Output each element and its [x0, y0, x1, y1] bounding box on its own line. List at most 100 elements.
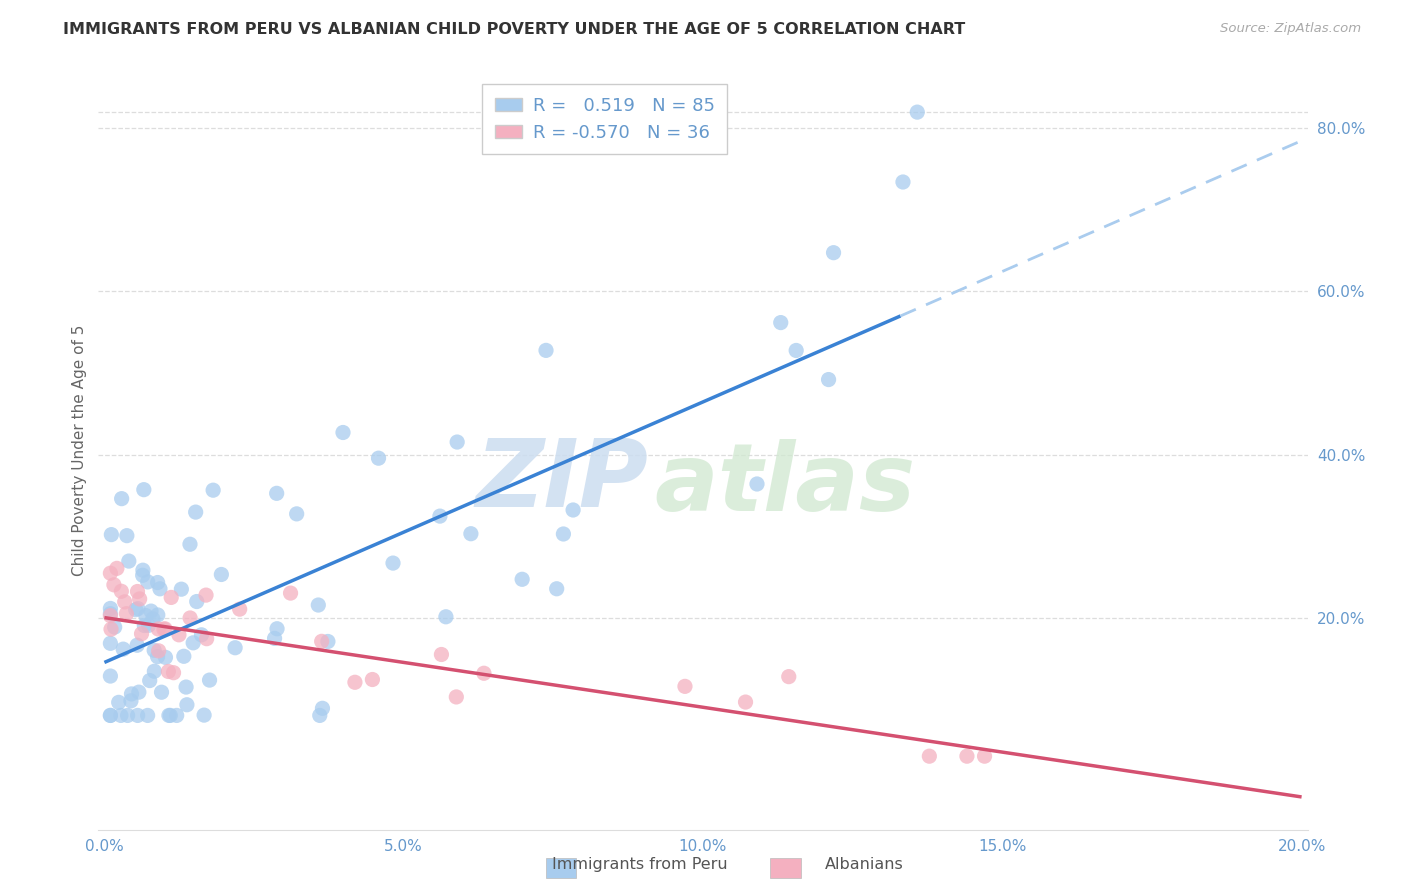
Point — [148, 622, 170, 636]
Point — [149, 582, 172, 596]
Point — [510, 572, 533, 586]
Point — [817, 373, 839, 387]
Point — [905, 105, 928, 120]
Point — [148, 644, 170, 658]
Point — [118, 554, 141, 568]
Text: atlas: atlas — [655, 439, 915, 531]
Point — [562, 503, 585, 517]
Point — [100, 566, 122, 581]
Point — [100, 601, 122, 615]
Point — [266, 486, 288, 500]
Point — [778, 670, 800, 684]
Point — [311, 701, 333, 715]
Point — [115, 529, 138, 543]
Point — [110, 584, 132, 599]
Point — [134, 618, 156, 632]
Point — [125, 602, 148, 616]
Point — [195, 632, 218, 646]
Point — [224, 640, 246, 655]
Point — [157, 665, 180, 679]
Point — [160, 591, 183, 605]
Point — [167, 628, 190, 642]
Point — [142, 612, 165, 626]
Point — [429, 509, 451, 524]
Point — [143, 665, 166, 679]
Point — [228, 602, 250, 616]
Point — [311, 634, 333, 648]
Point — [153, 622, 176, 636]
Point — [534, 343, 557, 358]
Point — [918, 749, 941, 764]
Point — [184, 505, 207, 519]
Point — [138, 618, 160, 632]
Point — [150, 685, 173, 699]
Point — [114, 595, 136, 609]
Point — [121, 687, 143, 701]
Point — [100, 708, 122, 723]
Point — [100, 608, 122, 623]
Legend: R =   0.519   N = 85, R = -0.570   N = 36: R = 0.519 N = 85, R = -0.570 N = 36 — [482, 84, 727, 154]
Point — [202, 483, 225, 498]
Point — [138, 673, 160, 688]
Point — [112, 642, 135, 657]
Point — [135, 608, 157, 623]
Point — [166, 708, 188, 723]
Point — [120, 694, 142, 708]
Point — [434, 609, 457, 624]
Point — [263, 632, 285, 646]
Point — [176, 698, 198, 712]
Point — [115, 607, 138, 621]
Point — [128, 591, 150, 606]
Text: Albanians: Albanians — [825, 857, 904, 872]
Point — [100, 607, 122, 621]
Point — [316, 634, 339, 648]
Point — [162, 665, 184, 680]
Point — [136, 574, 159, 589]
Point — [136, 708, 159, 723]
Point — [132, 483, 155, 497]
Point — [117, 708, 139, 723]
Point — [146, 575, 169, 590]
Point — [179, 611, 201, 625]
Point — [111, 491, 134, 506]
Point — [198, 673, 221, 687]
Point — [100, 527, 122, 541]
Point — [343, 675, 366, 690]
Point — [153, 622, 176, 636]
Point — [785, 343, 807, 358]
Text: Immigrants from Peru: Immigrants from Peru — [553, 857, 727, 872]
Point — [105, 561, 128, 575]
Point — [143, 643, 166, 657]
Point — [195, 588, 218, 602]
Point — [170, 582, 193, 597]
Point — [446, 435, 468, 450]
Point — [173, 649, 195, 664]
Point — [139, 604, 162, 618]
Point — [155, 650, 177, 665]
Point — [973, 749, 995, 764]
Point — [127, 638, 149, 652]
Point — [307, 598, 329, 612]
Text: Source: ZipAtlas.com: Source: ZipAtlas.com — [1220, 22, 1361, 36]
Point — [159, 708, 181, 723]
Point — [174, 680, 197, 694]
Point — [190, 628, 212, 642]
Point — [110, 708, 132, 723]
Point — [146, 649, 169, 664]
Point — [430, 648, 453, 662]
Point — [382, 556, 405, 570]
Point — [332, 425, 354, 440]
Point — [128, 685, 150, 699]
Point — [107, 695, 129, 709]
Point — [367, 451, 389, 466]
Point — [104, 620, 127, 634]
Point — [181, 636, 204, 650]
Text: ZIP: ZIP — [475, 434, 648, 527]
Point — [546, 582, 568, 596]
Point — [157, 708, 180, 723]
Point — [127, 584, 149, 599]
Point — [361, 673, 384, 687]
Point — [131, 568, 153, 582]
Point — [193, 708, 215, 723]
Point — [100, 622, 122, 636]
